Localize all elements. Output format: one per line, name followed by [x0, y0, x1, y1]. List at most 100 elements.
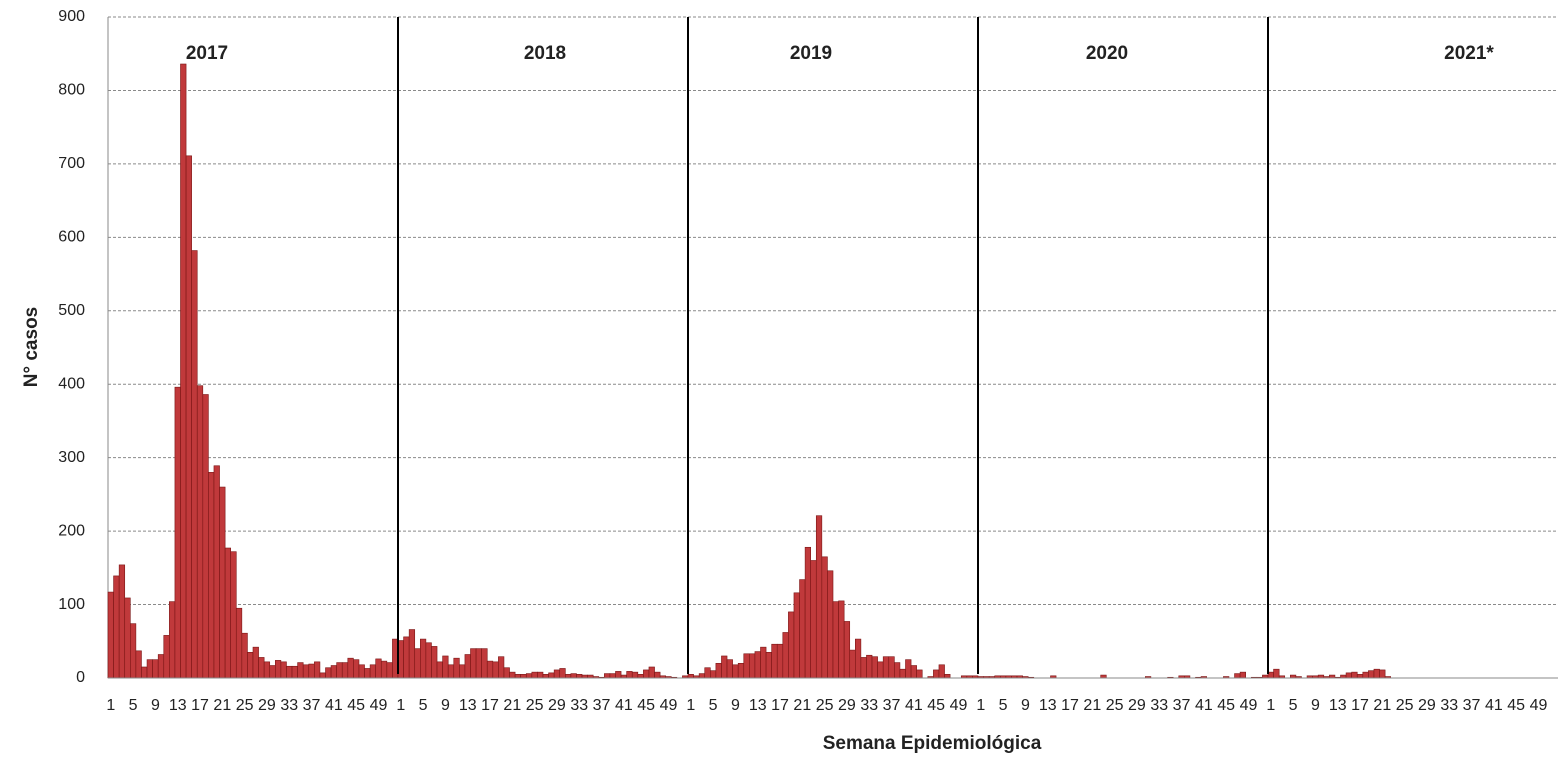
bar: [380, 660, 388, 679]
bar: [615, 671, 622, 679]
bar: [135, 650, 142, 679]
bar: [336, 662, 343, 679]
bar: [760, 646, 767, 679]
bar: [849, 649, 856, 679]
bar: [637, 674, 644, 679]
bar: [202, 394, 209, 679]
x-tick-label: 21: [503, 697, 521, 714]
x-tick-label: 21: [1083, 697, 1101, 714]
bar: [715, 663, 722, 679]
x-tick-label: 13: [169, 697, 187, 714]
bar: [319, 672, 326, 679]
bar: [782, 632, 789, 679]
bar: [358, 664, 365, 679]
x-tick-label: 1: [976, 697, 985, 714]
bar: [631, 671, 639, 679]
bar: [208, 472, 215, 679]
x-axis-title: Semana Epidemiológica: [823, 733, 1042, 754]
bar: [130, 623, 137, 679]
bar: [1368, 670, 1375, 679]
x-tick-label: 37: [1463, 697, 1481, 714]
x-tick-label: 13: [749, 697, 767, 714]
bar: [882, 656, 890, 679]
year-label: 2017: [186, 43, 228, 64]
x-tick-label: 41: [325, 697, 343, 714]
bar: [185, 155, 192, 679]
x-tick-label: 21: [213, 697, 231, 714]
y-tick-label: 600: [58, 229, 85, 246]
bar: [838, 600, 845, 679]
bar: [1373, 668, 1380, 679]
bar: [565, 674, 572, 679]
bar: [821, 556, 828, 679]
bar: [894, 662, 901, 679]
x-tick-label: 5: [709, 697, 718, 714]
year-label: 2018: [524, 43, 566, 64]
x-tick-label: 45: [927, 697, 945, 714]
x-tick-label: 29: [548, 697, 566, 714]
bar: [559, 668, 566, 679]
bar: [146, 659, 153, 679]
bar: [263, 661, 271, 679]
bar: [793, 592, 800, 679]
bar: [542, 674, 549, 679]
x-tick-label: 41: [1195, 697, 1213, 714]
bar: [191, 250, 198, 679]
bar: [509, 671, 516, 679]
bar: [492, 661, 499, 679]
bar: [916, 669, 923, 679]
bar: [280, 661, 287, 679]
bar: [341, 662, 349, 679]
bar: [152, 659, 159, 679]
x-tick-label: 49: [370, 697, 388, 714]
y-tick-label: 500: [58, 302, 85, 319]
y-tick-label: 300: [58, 449, 85, 466]
bar: [944, 674, 951, 679]
bar: [687, 674, 694, 679]
y-tick-label: 0: [76, 669, 85, 686]
bar: [604, 673, 611, 679]
x-tick-label: 45: [1507, 697, 1525, 714]
bar: [788, 611, 795, 679]
x-tick-label: 29: [838, 697, 856, 714]
bar: [498, 656, 505, 679]
x-tick-label: 9: [151, 697, 160, 714]
bar: [765, 651, 772, 679]
x-tick-label: 17: [191, 697, 209, 714]
bar: [827, 570, 834, 679]
x-tick-label: 1: [686, 697, 695, 714]
bar: [648, 666, 655, 679]
bar: [503, 667, 510, 679]
x-tick-label: 1: [396, 697, 405, 714]
bar: [308, 663, 315, 679]
year-label: 2020: [1086, 43, 1128, 64]
bar: [933, 669, 940, 679]
x-tick-label: 1: [106, 697, 115, 714]
bar: [386, 662, 393, 679]
x-tick-label: 5: [1289, 697, 1298, 714]
x-tick-label: 45: [637, 697, 655, 714]
y-axis-title: N° casos: [21, 307, 42, 387]
x-tick-label: 25: [816, 697, 834, 714]
bar: [626, 671, 633, 679]
x-tick-label: 49: [1530, 697, 1548, 714]
bar: [643, 669, 650, 679]
x-tick-label: 21: [1373, 697, 1391, 714]
bar: [1356, 674, 1364, 679]
bar: [475, 648, 482, 679]
bar: [704, 667, 711, 679]
y-tick-label: 900: [58, 8, 85, 25]
bar: [938, 664, 945, 679]
bar: [247, 651, 254, 679]
x-tick-label: 29: [1418, 697, 1436, 714]
bar: [866, 654, 873, 679]
bar: [275, 660, 282, 679]
x-tick-label: 29: [1128, 697, 1146, 714]
x-tick-label: 33: [280, 697, 298, 714]
bar: [1362, 671, 1369, 679]
bar: [799, 579, 806, 679]
x-tick-label: 37: [593, 697, 611, 714]
bar: [815, 515, 823, 679]
bar: [804, 546, 811, 679]
bar: [353, 659, 360, 679]
